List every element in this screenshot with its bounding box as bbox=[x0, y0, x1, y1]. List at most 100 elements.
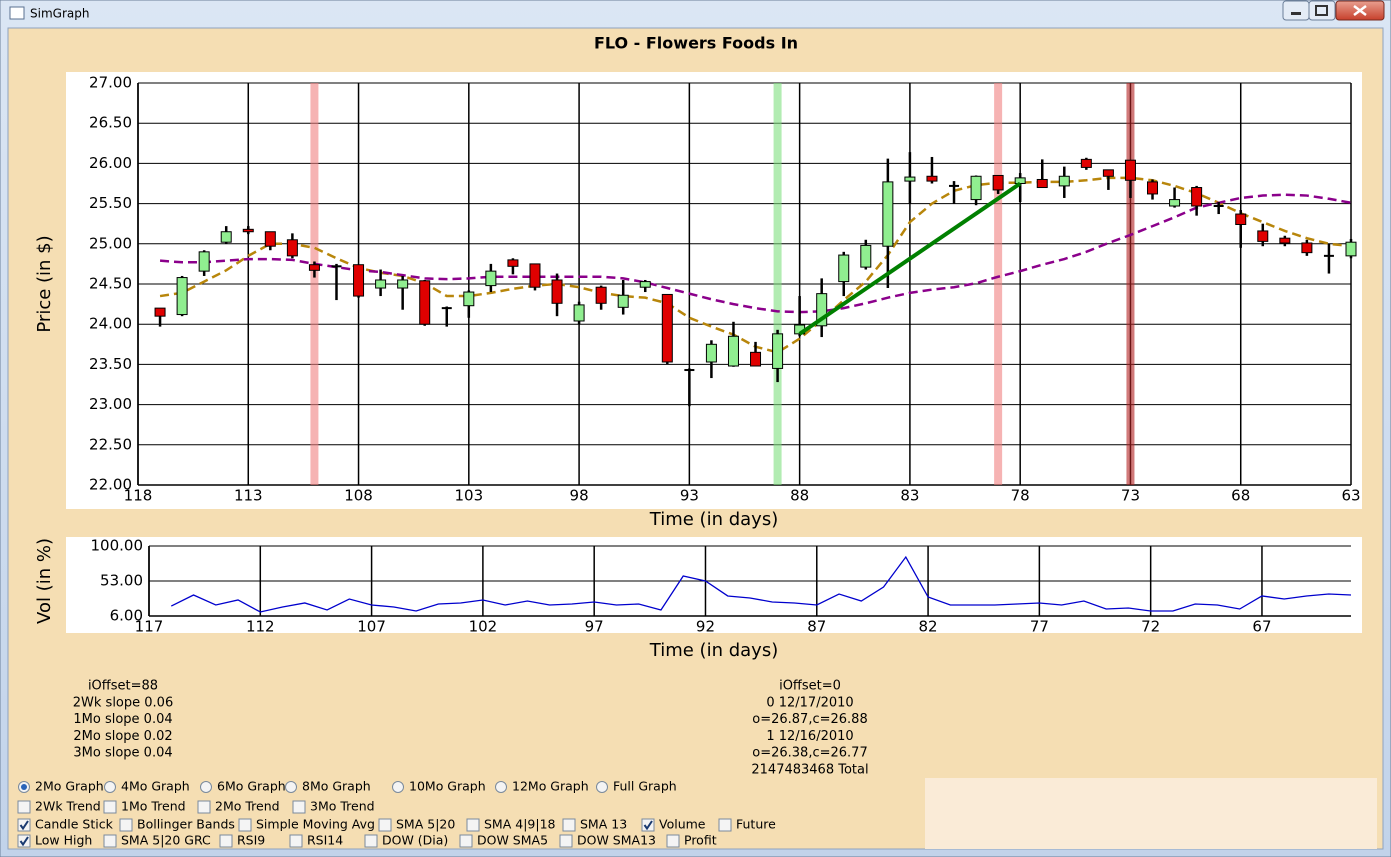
control-label[interactable]: RSI9 bbox=[237, 833, 265, 848]
checkbox-option[interactable]: RSI9 bbox=[219, 833, 265, 848]
checkbox-option[interactable]: Profit bbox=[666, 833, 717, 848]
checkbox-option[interactable]: 2Mo Trend bbox=[197, 799, 280, 814]
app-icon bbox=[9, 6, 25, 20]
x-tick-label: 103 bbox=[454, 487, 483, 505]
control-label[interactable]: RSI14 bbox=[307, 833, 343, 848]
checkbox[interactable] bbox=[364, 834, 378, 848]
candle-body bbox=[286, 239, 298, 257]
checkbox[interactable] bbox=[103, 800, 117, 814]
checkbox-option[interactable]: Future bbox=[718, 817, 776, 832]
radio-option[interactable]: Full Graph bbox=[596, 779, 677, 794]
control-label[interactable]: Candle Stick bbox=[35, 817, 114, 832]
radio-option[interactable]: 4Mo Graph bbox=[104, 779, 190, 794]
checkbox[interactable] bbox=[103, 834, 117, 848]
checkbox-option[interactable]: 3Mo Trend bbox=[292, 799, 375, 814]
checkbox-option[interactable]: SMA 5|20 bbox=[378, 817, 455, 832]
control-label[interactable]: Volume bbox=[659, 817, 706, 832]
checkbox[interactable] bbox=[378, 818, 392, 832]
checkbox[interactable] bbox=[641, 818, 655, 832]
control-label[interactable]: Bollinger Bands bbox=[137, 817, 235, 832]
radio-button[interactable] bbox=[596, 781, 608, 793]
control-label[interactable]: 4Mo Graph bbox=[121, 779, 190, 794]
candle-body bbox=[639, 281, 651, 288]
y-tick-label: 24.00 bbox=[89, 315, 132, 333]
control-label[interactable]: DOW SMA5 bbox=[477, 833, 548, 848]
checkbox[interactable] bbox=[292, 800, 306, 814]
highlight-band bbox=[773, 83, 782, 485]
minimize-button[interactable] bbox=[1282, 0, 1310, 21]
info-line: 2Wk slope 0.06 bbox=[73, 695, 173, 710]
control-label[interactable]: 2Mo Graph bbox=[35, 779, 104, 794]
radio-option[interactable]: 6Mo Graph bbox=[200, 779, 286, 794]
candle-body bbox=[397, 279, 409, 289]
checkbox-option[interactable]: SMA 5|20 GRC bbox=[103, 833, 211, 848]
checkbox-option[interactable]: SMA 4|9|18 bbox=[466, 817, 556, 832]
control-label[interactable]: SMA 5|20 GRC bbox=[121, 833, 211, 848]
checkbox[interactable] bbox=[559, 834, 573, 848]
radio-option[interactable]: 2Mo Graph bbox=[18, 779, 104, 794]
checkbox-option[interactable]: Candle Stick bbox=[17, 817, 114, 832]
radio-option[interactable]: 8Mo Graph bbox=[285, 779, 371, 794]
radio-button[interactable] bbox=[200, 781, 212, 793]
control-label[interactable]: 12Mo Graph bbox=[512, 779, 589, 794]
checkbox[interactable] bbox=[197, 800, 211, 814]
checkbox[interactable] bbox=[238, 818, 252, 832]
checkbox[interactable] bbox=[219, 834, 233, 848]
radio-button[interactable] bbox=[392, 781, 404, 793]
control-label[interactable]: 8Mo Graph bbox=[302, 779, 371, 794]
window-title: SimGraph bbox=[30, 7, 89, 21]
checkbox-option[interactable]: SMA 13 bbox=[562, 817, 627, 832]
control-label[interactable]: 1Mo Trend bbox=[121, 799, 186, 814]
checkbox-option[interactable]: 2Wk Trend bbox=[17, 799, 101, 814]
radio-button[interactable] bbox=[285, 781, 297, 793]
checkbox[interactable] bbox=[289, 834, 303, 848]
y-axis-title: Price (in $) bbox=[34, 235, 55, 332]
candle-body bbox=[308, 264, 320, 271]
control-label[interactable]: 3Mo Trend bbox=[310, 799, 375, 814]
control-label[interactable]: Future bbox=[736, 817, 776, 832]
control-label[interactable]: DOW (Dia) bbox=[382, 833, 448, 848]
checkbox-option[interactable]: Bollinger Bands bbox=[119, 817, 235, 832]
control-label[interactable]: 6Mo Graph bbox=[217, 779, 286, 794]
info-line: iOffset=88 bbox=[88, 679, 158, 694]
radio-button[interactable] bbox=[104, 781, 116, 793]
control-label[interactable]: SMA 4|9|18 bbox=[484, 817, 556, 832]
candle-body bbox=[419, 280, 431, 325]
checkbox-option[interactable]: DOW SMA13 bbox=[559, 833, 656, 848]
checkbox-option[interactable]: 1Mo Trend bbox=[103, 799, 186, 814]
checkbox[interactable] bbox=[666, 834, 680, 848]
checkbox[interactable] bbox=[17, 834, 31, 848]
control-label[interactable]: SMA 13 bbox=[580, 817, 627, 832]
control-label[interactable]: Full Graph bbox=[613, 779, 677, 794]
control-label[interactable]: Low High bbox=[35, 833, 92, 848]
checkbox[interactable] bbox=[718, 818, 732, 832]
checkbox[interactable] bbox=[562, 818, 576, 832]
checkbox[interactable] bbox=[459, 834, 473, 848]
control-label[interactable]: DOW SMA13 bbox=[577, 833, 656, 848]
control-label[interactable]: 2Mo Trend bbox=[215, 799, 280, 814]
x-tick-label: 88 bbox=[790, 487, 809, 505]
checkbox-option[interactable]: Volume bbox=[641, 817, 706, 832]
checkbox[interactable] bbox=[119, 818, 133, 832]
checkbox[interactable] bbox=[466, 818, 480, 832]
radio-button[interactable] bbox=[495, 781, 507, 793]
checkbox[interactable] bbox=[17, 818, 31, 832]
control-label[interactable]: 10Mo Graph bbox=[409, 779, 486, 794]
checkbox-option[interactable]: DOW SMA5 bbox=[459, 833, 548, 848]
y-tick-label: 100.00 bbox=[91, 537, 144, 555]
control-label[interactable]: Simple Moving Avg bbox=[256, 817, 375, 832]
control-label[interactable]: SMA 5|20 bbox=[396, 817, 455, 832]
y-tick-label: 6.00 bbox=[110, 607, 143, 625]
radio-option[interactable]: 10Mo Graph bbox=[392, 779, 486, 794]
control-label[interactable]: 2Wk Trend bbox=[35, 799, 101, 814]
checkbox-option[interactable]: Low High bbox=[17, 833, 92, 848]
radio-option[interactable]: 12Mo Graph bbox=[495, 779, 589, 794]
checkbox[interactable] bbox=[17, 800, 31, 814]
checkbox-option[interactable]: Simple Moving Avg bbox=[238, 817, 375, 832]
checkbox-option[interactable]: RSI14 bbox=[289, 833, 343, 848]
control-label[interactable]: Profit bbox=[684, 833, 717, 848]
maximize-button[interactable] bbox=[1308, 0, 1336, 21]
checkbox-option[interactable]: DOW (Dia) bbox=[364, 833, 448, 848]
candle-body bbox=[1014, 177, 1026, 184]
close-button[interactable] bbox=[1335, 0, 1385, 21]
